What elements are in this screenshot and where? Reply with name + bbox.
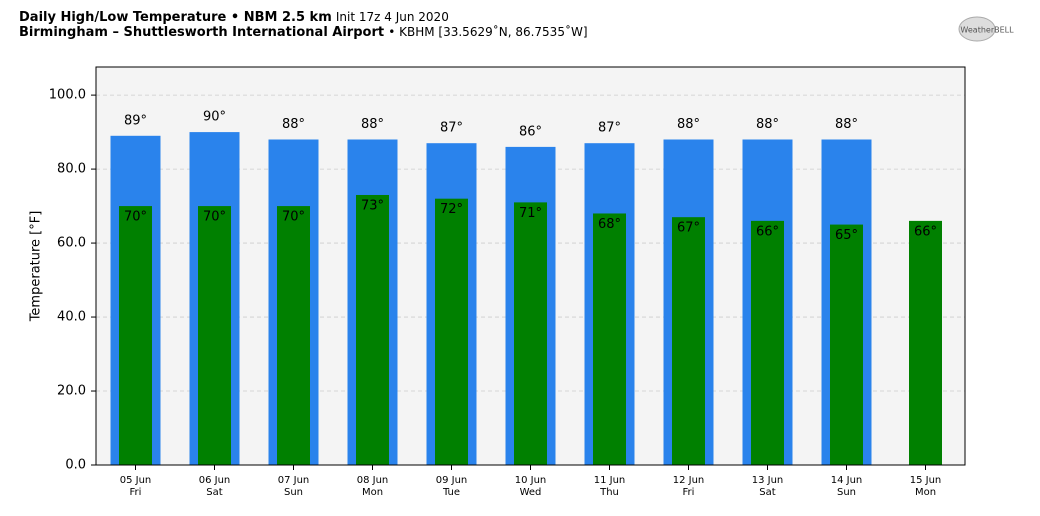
data-label: 88°: [361, 117, 384, 132]
x-tick-sublabel: Fri: [130, 487, 142, 498]
x-tick-label: 08 Jun: [357, 475, 389, 486]
y-tick-label: 20.0: [57, 384, 86, 399]
y-tick-label: 0.0: [65, 458, 86, 473]
chart-title: Daily High/Low Temperature • NBM 2.5 km …: [19, 10, 449, 25]
y-tick-label: 40.0: [57, 310, 86, 325]
x-tick-label: 09 Jun: [436, 475, 468, 486]
x-tick-sublabel: Thu: [599, 487, 619, 498]
data-label: 70°: [203, 210, 226, 225]
data-label: 65°: [835, 228, 858, 243]
data-label: 88°: [756, 117, 779, 132]
data-label: 87°: [598, 121, 621, 136]
bar: [198, 206, 231, 465]
data-label: 67°: [677, 221, 700, 236]
x-tick-sublabel: Sat: [206, 487, 222, 498]
x-tick-label: 07 Jun: [278, 475, 310, 486]
x-tick-sublabel: Wed: [520, 487, 542, 498]
subtitle-main: Birmingham – Shuttlesworth International…: [19, 25, 384, 40]
x-tick-label: 12 Jun: [673, 475, 705, 486]
data-label: 90°: [203, 110, 226, 125]
data-label: 70°: [282, 210, 305, 225]
x-tick-label: 11 Jun: [594, 475, 626, 486]
x-tick-sublabel: Sun: [284, 487, 303, 498]
subtitle-note: • KBHM [33.5629˚N, 86.7535˚W]: [388, 24, 587, 39]
y-tick-label: 100.0: [49, 88, 86, 103]
chart-subtitle: Birmingham – Shuttlesworth International…: [19, 24, 588, 40]
x-tick-sublabel: Fri: [683, 487, 695, 498]
x-tick-sublabel: Sun: [837, 487, 856, 498]
x-tick-sublabel: Sat: [759, 487, 775, 498]
y-tick-label: 60.0: [57, 236, 86, 251]
x-tick-label: 06 Jun: [199, 475, 231, 486]
title-main: Daily High/Low Temperature • NBM 2.5 km: [19, 10, 332, 25]
bar: [435, 198, 468, 465]
data-label: 68°: [598, 217, 621, 232]
x-tick-sublabel: Mon: [915, 487, 936, 498]
data-label: 87°: [440, 121, 463, 136]
data-label: 88°: [677, 117, 700, 132]
logo-mark: [958, 16, 996, 42]
x-tick-label: 05 Jun: [120, 475, 152, 486]
plot-frame: [95, 66, 966, 466]
data-label: 71°: [519, 206, 542, 221]
data-label: 89°: [124, 113, 147, 128]
x-tick-sublabel: Mon: [362, 487, 383, 498]
data-label: 66°: [914, 224, 937, 239]
y-tick-label: 80.0: [57, 162, 86, 177]
data-label: 88°: [835, 117, 858, 132]
bar: [593, 213, 626, 465]
x-tick-label: 10 Jun: [515, 475, 547, 486]
data-label: 70°: [124, 210, 147, 225]
logo: WeatherBELL: [960, 26, 1014, 35]
bar: [909, 220, 942, 465]
bar: [514, 202, 547, 465]
bar: [830, 224, 863, 465]
x-tick-label: 15 Jun: [910, 475, 942, 486]
bar: [751, 220, 784, 465]
bar: [119, 206, 152, 465]
bar: [356, 194, 389, 465]
data-label: 88°: [282, 117, 305, 132]
data-label: 86°: [519, 124, 542, 139]
x-tick-label: 14 Jun: [831, 475, 863, 486]
y-axis-label: Temperature [°F]: [29, 211, 44, 323]
title-note: Init 17z 4 Jun 2020: [336, 10, 449, 24]
bar: [672, 217, 705, 465]
data-label: 66°: [756, 224, 779, 239]
x-tick-label: 13 Jun: [752, 475, 784, 486]
bar: [277, 206, 310, 465]
data-label: 72°: [440, 202, 463, 217]
data-label: 73°: [361, 198, 384, 213]
x-tick-sublabel: Tue: [442, 487, 460, 498]
